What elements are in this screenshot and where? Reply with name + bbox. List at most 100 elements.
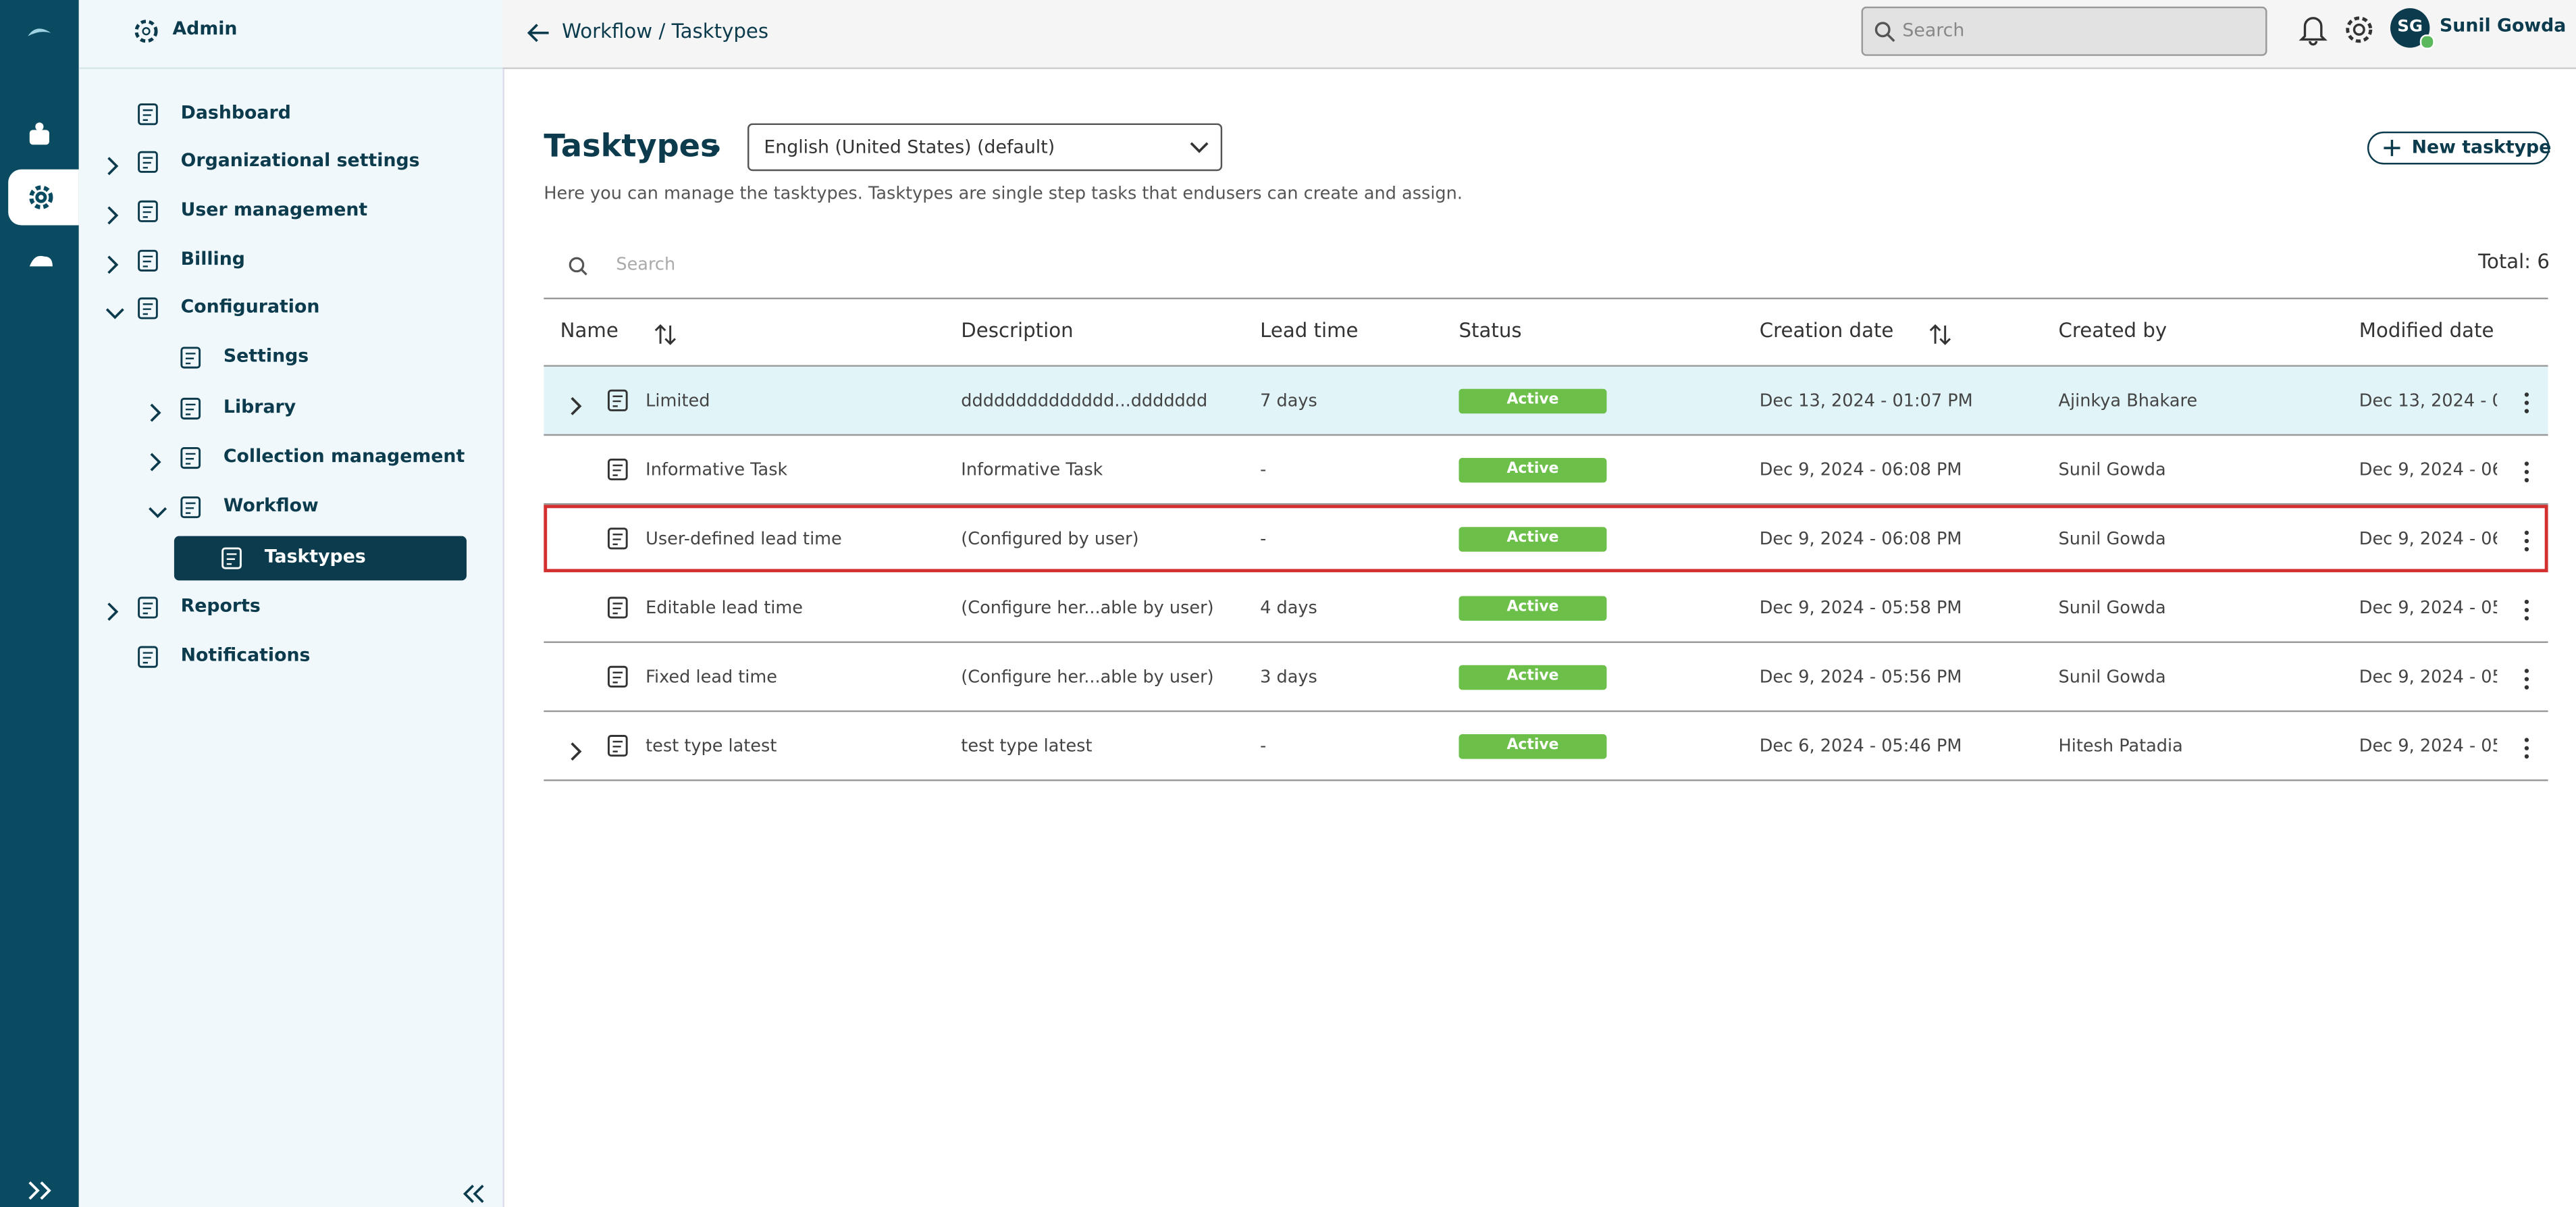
- expand-rail[interactable]: [24, 1177, 57, 1204]
- table-row[interactable]: [544, 574, 2548, 643]
- nav-item[interactable]: Settings: [223, 345, 309, 367]
- settings[interactable]: [2342, 13, 2375, 46]
- cell-lead-time: 3 days: [1260, 667, 1317, 688]
- cell-description: (Configure her...able by user): [961, 667, 1214, 688]
- avatar[interactable]: SG: [2390, 8, 2430, 48]
- search-box[interactable]: Search: [1861, 6, 2267, 56]
- rail-active[interactable]: [8, 169, 79, 226]
- column-header[interactable]: Name: [560, 319, 619, 342]
- nav-item[interactable]: Reports: [180, 595, 261, 617]
- table-search-icon: [569, 257, 587, 276]
- table-search[interactable]: Search: [616, 255, 676, 275]
- breadcrumb: Workflow / Tasktypes: [562, 20, 768, 43]
- nav-chevron[interactable]: [105, 151, 122, 182]
- breadcrumb-current: Tasktypes: [671, 20, 769, 43]
- cell-created-by: Sunil Gowda: [2058, 529, 2166, 550]
- cell-name: Fixed lead time: [646, 667, 778, 688]
- nav-icon: [135, 247, 161, 280]
- page-title: Tasktypes: [544, 128, 719, 165]
- total: Total: 6: [2478, 250, 2550, 274]
- cell-name: test type latest: [646, 736, 777, 756]
- back-button[interactable]: [526, 20, 552, 46]
- new-tasktype-button[interactable]: New tasktype: [2367, 131, 2552, 165]
- nav-chevron[interactable]: [105, 597, 122, 628]
- row-menu[interactable]: [2522, 735, 2532, 766]
- row-menu[interactable]: [2522, 666, 2532, 697]
- divider: [544, 297, 2548, 300]
- sidebar-header: [78, 0, 503, 70]
- nav-item[interactable]: Configuration: [180, 296, 320, 317]
- row-menu[interactable]: [2522, 459, 2532, 490]
- nav-icon: [135, 594, 161, 627]
- status-badge: Active: [1458, 458, 1607, 483]
- nav-icon: [178, 344, 204, 377]
- cell-creation-date: Dec 9, 2024 - 05:56 PM: [1759, 667, 1962, 688]
- cell-lead-time: 4 days: [1260, 598, 1317, 619]
- cell-created-by: Hitesh Patadia: [2058, 736, 2183, 756]
- nav-icon: [135, 101, 161, 134]
- sort-creation[interactable]: [1928, 321, 1951, 352]
- table-row[interactable]: [544, 436, 2548, 505]
- nav-icon: [178, 444, 204, 477]
- column-header: Created by: [2058, 319, 2167, 342]
- cell-lead-time: 7 days: [1260, 391, 1317, 411]
- nav-item[interactable]: Dashboard: [180, 101, 291, 124]
- column-header: Lead time: [1260, 319, 1359, 342]
- nav-item[interactable]: Workflow: [223, 494, 319, 517]
- status-dot: [2419, 34, 2435, 50]
- search-placeholder: Search: [1902, 20, 1965, 41]
- breadcrumb-parent[interactable]: Workflow: [562, 20, 653, 43]
- cell-name: Informative Task: [646, 460, 788, 480]
- logo: [28, 28, 51, 36]
- row-icon: [604, 594, 631, 627]
- row-menu[interactable]: [2522, 597, 2532, 628]
- rail-icon[interactable]: [24, 118, 57, 151]
- cell-modified-date: Dec 9, 2024 - 05: [2359, 598, 2498, 619]
- cell-modified-date: Dec 9, 2024 - 05: [2359, 736, 2498, 756]
- nav-chevron[interactable]: [105, 201, 122, 232]
- nav-item[interactable]: Collection management: [223, 445, 465, 467]
- nav-chevron[interactable]: [105, 250, 122, 281]
- row-icon: [604, 525, 631, 558]
- nav-item[interactable]: Library: [223, 396, 296, 418]
- new-tasktype-label: New tasktype: [2411, 136, 2552, 158]
- row-menu[interactable]: [2522, 528, 2532, 559]
- nav-icon: [135, 148, 161, 181]
- collapse-sidebar[interactable]: [460, 1181, 486, 1207]
- row-icon: [604, 663, 631, 696]
- table-row[interactable]: [544, 643, 2548, 713]
- nav-icon: [135, 294, 161, 328]
- row-menu[interactable]: [2522, 390, 2532, 421]
- nav-chevron[interactable]: [148, 398, 164, 429]
- divider: [544, 365, 2548, 367]
- nav-item[interactable]: User management: [180, 199, 368, 221]
- cell-modified-date: Dec 13, 2024 - 0: [2359, 391, 2498, 411]
- column-header[interactable]: Creation date: [1759, 319, 1894, 342]
- nav-chevron[interactable]: [148, 447, 164, 478]
- cell-description: dddddddddddddd...ddddddd: [961, 391, 1208, 411]
- nav-item[interactable]: Notifications: [180, 644, 311, 667]
- table-row[interactable]: [544, 505, 2548, 573]
- row-expand[interactable]: [569, 737, 585, 768]
- nav-item[interactable]: Tasktypes: [264, 546, 366, 567]
- row-expand[interactable]: [569, 391, 585, 422]
- cell-description: (Configured by user): [961, 529, 1139, 550]
- row-icon: [604, 731, 631, 765]
- admin-icon: [134, 20, 158, 43]
- cell-modified-date: Dec 9, 2024 - 05: [2359, 667, 2498, 688]
- language-value: English (United States) (default): [764, 136, 1055, 158]
- sort-name[interactable]: [654, 321, 677, 352]
- cell-name: Editable lead time: [646, 598, 803, 619]
- notifications[interactable]: [2298, 13, 2328, 46]
- nav-item[interactable]: Billing: [180, 248, 245, 270]
- user-name[interactable]: Sunil Gowda: [2440, 14, 2567, 36]
- table-row[interactable]: [544, 712, 2548, 781]
- rail-icon[interactable]: [24, 247, 57, 273]
- language-select[interactable]: English (United States) (default): [747, 123, 1223, 172]
- cell-creation-date: Dec 13, 2024 - 01:07 PM: [1759, 391, 1973, 411]
- nav-chevron[interactable]: [148, 496, 167, 528]
- nav-chevron[interactable]: [105, 298, 125, 329]
- nav-item[interactable]: Organizational settings: [180, 149, 420, 172]
